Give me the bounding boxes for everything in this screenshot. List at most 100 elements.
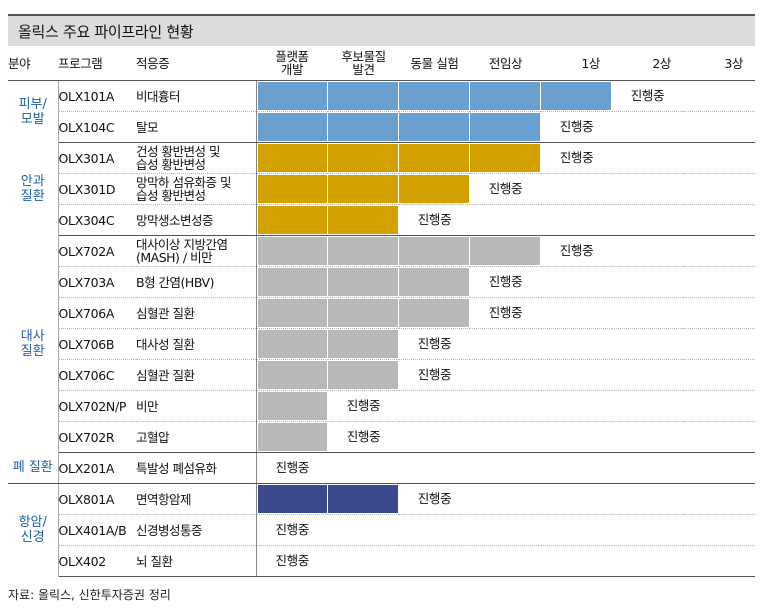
progress-bar-segment [257,485,327,513]
progress-bar-segment [328,206,398,234]
stage-cell: 진행중 [256,514,328,546]
stage-cell [683,390,755,422]
indication-cell: 탈모 [136,111,257,143]
stage-cell [328,452,399,484]
stage-cell [256,421,328,453]
stage-cell [470,142,541,174]
stage-cell [470,545,541,577]
indication-cell: 비대흉터 [136,80,257,112]
header-stage-preclinical: 전임상 [470,46,541,81]
status-label: 진행중 [275,522,310,537]
stage-cell [470,390,541,422]
stage-cell [612,514,683,546]
table-row: 안과 질환 OLX301A 건성 황반변성 및 습성 황반변성 진행중 [8,142,755,236]
stage-cell [541,204,612,236]
stage-cell: 진행중 [541,235,612,267]
progress-bar-segment [470,237,540,265]
pipeline-table: 분야 프로그램 적응증 플랫폼 개발 후보물질 발견 동물 실험 전임상 1상 2상… [8,46,755,577]
stage-cell [683,359,755,391]
progress-bar-segment [541,82,611,110]
progress-bar-segment [257,268,327,296]
program-cell: OLX401A/B [58,514,136,546]
stage-cell: 진행중 [328,390,399,422]
status-label: 진행중 [488,274,523,289]
header-stage-discovery: 후보물질 발견 [328,46,399,81]
progress-bar-segment [328,175,398,203]
progress-bar-segment [328,268,398,296]
header-row: 분야 프로그램 적응증 플랫폼 개발 후보물질 발견 동물 실험 전임상 1상 2상… [8,46,755,81]
stage-cell [256,390,328,422]
pipeline-body: 피부/모발 OLX101A 비대흉터 진행중 OLX104C 탈모 진행중 안과 질환 OLX30… [8,80,755,577]
area-cell: 대사 질환 [8,235,59,453]
stage-cell [612,173,683,205]
table-row: OLX706C 심혈관 질환 진행중 [8,359,755,391]
table-row: OLX301D 망막하 섬유화증 및 습성 황반변성 진행중 [8,173,755,205]
stage-cell [328,266,399,298]
progress-bar-segment [470,82,540,110]
status-label: 진행중 [417,336,452,351]
stage-cell [256,235,328,267]
program-cell: OLX702R [58,421,136,453]
stage-cell [612,483,683,515]
table-row: OLX703A B형 간염(HBV) 진행중 [8,266,755,298]
stage-cell [470,204,541,236]
stage-cell [683,514,755,546]
stage-cell [328,235,399,267]
stage-cell [612,359,683,391]
page-title: 올릭스 주요 파이프라인 현황 [18,23,194,41]
status-label: 진행중 [488,305,523,320]
stage-cell: 진행중 [399,483,470,515]
progress-bar-segment [257,237,327,265]
status-label: 진행중 [559,243,594,258]
progress-bar-segment [328,144,398,172]
stage-cell [541,328,612,360]
progress-bar-segment [328,113,398,141]
stage-cell [541,173,612,205]
indication-cell: 비만 [136,390,257,422]
stage-cell [470,359,541,391]
stage-cell [612,142,683,174]
stage-cell [328,514,399,546]
stage-cell [399,173,470,205]
progress-bar-segment [399,237,469,265]
progress-bar-segment [257,299,327,327]
stage-cell [612,328,683,360]
header-area: 분야 [8,46,58,81]
stage-cell [612,297,683,329]
header-stage-phase3: 3상 [683,46,755,81]
stage-cell [683,266,755,298]
stage-cell [328,328,399,360]
table-row: OLX702R 고혈압 진행중 [8,421,755,453]
stage-cell [256,204,328,236]
progress-bar-segment [257,175,327,203]
status-label: 진행중 [417,367,452,382]
stage-cell [256,173,328,205]
stage-cell: 진행중 [399,204,470,236]
stage-cell [256,266,328,298]
status-label: 진행중 [346,429,381,444]
stage-cell [328,204,399,236]
program-cell: OLX703A [58,266,136,298]
indication-cell: 특발성 폐섬유화 [136,452,257,484]
indication-cell: 대사이상 지방간염 (MASH) / 비만 [136,235,257,267]
stage-cell [470,235,541,267]
stage-cell [541,514,612,546]
stage-cell [683,297,755,329]
stage-cell [399,235,470,267]
program-cell: OLX104C [58,111,136,143]
stage-cell [683,452,755,484]
progress-bar-segment [328,82,398,110]
table-row: OLX104C 탈모 진행중 [8,111,755,143]
stage-cell: 진행중 [256,545,328,577]
table-row: OLX706A 심혈관 질환 진행중 [8,297,755,329]
status-label: 진행중 [630,88,665,103]
stage-cell [612,545,683,577]
stage-cell [399,297,470,329]
stage-cell [541,452,612,484]
status-label: 진행중 [346,398,381,413]
stage-cell: 진행중 [470,266,541,298]
progress-bar-segment [399,268,469,296]
indication-cell: 고혈압 [136,421,257,453]
stage-cell [683,328,755,360]
stage-cell [470,80,541,112]
